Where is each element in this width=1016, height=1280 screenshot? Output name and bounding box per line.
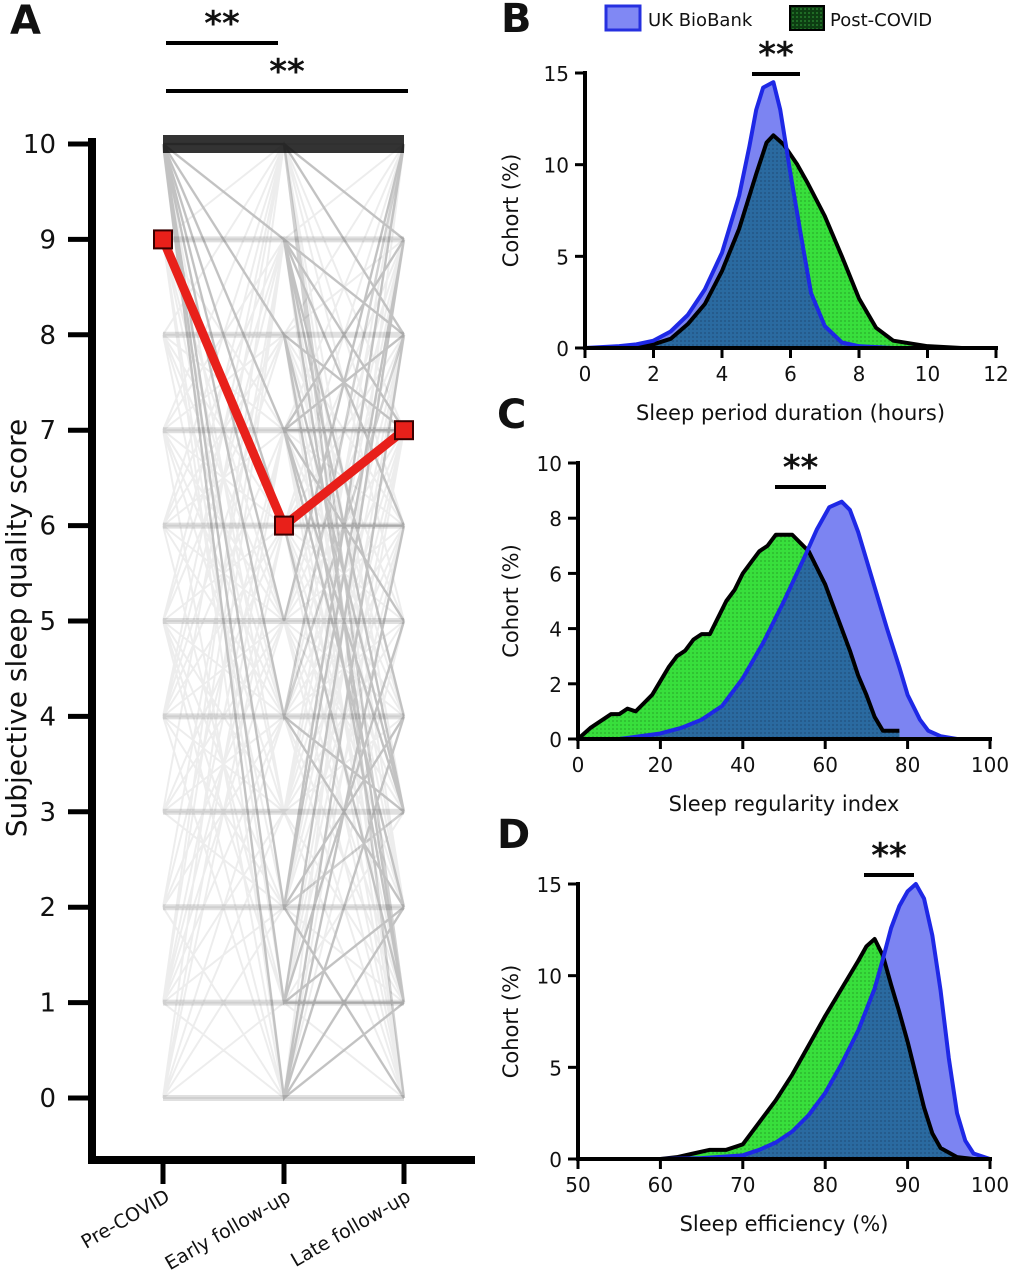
y-tick-label: 0 <box>39 1084 56 1114</box>
series-line-post-covid <box>585 133 996 350</box>
legend: UK BioBank Post-COVID <box>604 4 932 32</box>
panel-d: D 0 5 10 15 50 60 70 80 90 100 Sleep efficiency (%… <box>497 812 1009 1236</box>
y-tick-label: 5 <box>39 607 56 637</box>
x-tick-label: 8 <box>853 362 866 386</box>
y-tick-label: 4 <box>549 618 562 642</box>
individual-trajectories <box>161 135 406 1102</box>
x-tick-label: 0 <box>572 753 585 777</box>
y-tick-label: 5 <box>549 1056 562 1080</box>
plot-3: 0 5 10 15 50 60 70 80 90 100 Sleep efficiency (%) C… <box>499 836 1009 1236</box>
y-tick-label: 10 <box>537 965 562 989</box>
y-tick-label: 0 <box>549 728 562 752</box>
series-line-uk-biobank <box>578 882 991 1161</box>
y-axis-title: Cohort (%) <box>499 544 523 658</box>
significance-brackets: ** ** <box>166 4 408 93</box>
x-tick-label: 10 <box>915 362 940 386</box>
y-tick-label: 8 <box>549 507 562 531</box>
x-tick-label: 2 <box>647 362 660 386</box>
x-tick-label: 60 <box>648 1173 673 1197</box>
y-tick-label: 10 <box>23 130 56 160</box>
x-axis-title: Sleep efficiency (%) <box>680 1212 889 1236</box>
x-tick-label: 50 <box>565 1173 590 1197</box>
y-tick-label: 15 <box>544 62 569 86</box>
y-tick-label: 9 <box>39 225 56 255</box>
x-tick-label: Pre-COVID <box>77 1185 173 1253</box>
series-line-uk-biobank <box>578 499 990 741</box>
x-tick-label: 80 <box>895 753 920 777</box>
x-tick-label: Early follow-up <box>161 1185 294 1275</box>
series-line-post-covid <box>576 532 900 741</box>
sig-pre-late-label: ** <box>269 52 305 92</box>
significance-label: ** <box>758 35 794 75</box>
plot-1: 0 5 10 15 0 2 4 6 8 10 12 Sleep period duration (ho… <box>499 35 1009 425</box>
panel-letter-b: B <box>501 0 532 42</box>
y-tick-label: 6 <box>549 562 562 586</box>
y-tick-label: 4 <box>39 702 56 732</box>
y-tick-label: 15 <box>537 873 562 897</box>
x-tick-label: Late follow-up <box>287 1185 414 1271</box>
x-axis-title: Sleep period duration (hours) <box>636 401 945 425</box>
x-tick-label: 20 <box>648 753 673 777</box>
legend-swatch-ukb <box>604 4 642 32</box>
x-tick-label: 6 <box>784 362 797 386</box>
panel-b: B UK BioBank Post-COVID 0 5 10 15 0 2 4 6 8 10 12 S… <box>499 0 1009 425</box>
panel-letter-c: C <box>497 392 526 438</box>
x-tick-label: 90 <box>895 1173 920 1197</box>
series-point <box>153 229 173 250</box>
series-area-overlap <box>578 939 974 1159</box>
x-tick-label: 4 <box>716 362 729 386</box>
y-tick-label: 7 <box>39 416 56 446</box>
x-tick-label: 0 <box>579 362 592 386</box>
series-area-overlap <box>585 135 996 348</box>
x-tick-label: 100 <box>971 753 1009 777</box>
legend-label-ukb: UK BioBank <box>648 10 753 31</box>
y-tick-label: 5 <box>556 245 569 269</box>
x-tick-label: 80 <box>812 1173 837 1197</box>
y-tick-label: 10 <box>544 154 569 178</box>
x-tick-label: 100 <box>971 1173 1009 1197</box>
y-tick-label: 2 <box>39 893 56 923</box>
x-axis-title: Sleep regularity index <box>669 792 900 816</box>
significance-label: ** <box>871 836 907 876</box>
y-tick-label: 8 <box>39 321 56 351</box>
series-mean <box>153 229 414 536</box>
legend-swatch-post-covid <box>789 5 825 31</box>
y-tick-label: 6 <box>39 512 56 542</box>
y-tick-label: 1 <box>39 989 56 1019</box>
sig-pre-early-label: ** <box>204 4 240 44</box>
x-tick-label: 60 <box>812 753 837 777</box>
x-tick-label: 70 <box>730 1173 755 1197</box>
y-tick-label: 2 <box>549 673 562 697</box>
y-tick-label: 10 <box>537 452 562 476</box>
series-line-uk-biobank <box>584 80 996 350</box>
y-axis-title: Subjective sleep quality score <box>0 419 33 838</box>
legend-label-post-covid: Post-COVID <box>830 10 932 31</box>
panel-letter-a: A <box>10 0 41 44</box>
series-point <box>274 515 294 536</box>
y-tick-label: 0 <box>549 1148 562 1172</box>
y-tick-label: 0 <box>556 337 569 361</box>
y-axis-title: Cohort (%) <box>499 154 523 268</box>
x-tick-label: 40 <box>730 753 755 777</box>
significance-label: ** <box>783 448 819 488</box>
y-tick-label: 3 <box>39 798 56 828</box>
y-axis-title: Cohort (%) <box>499 965 523 1079</box>
series-point <box>394 420 414 441</box>
x-tick-label: 12 <box>983 362 1008 386</box>
panel-letter-d: D <box>497 812 530 858</box>
series-line-post-covid <box>578 937 974 1161</box>
